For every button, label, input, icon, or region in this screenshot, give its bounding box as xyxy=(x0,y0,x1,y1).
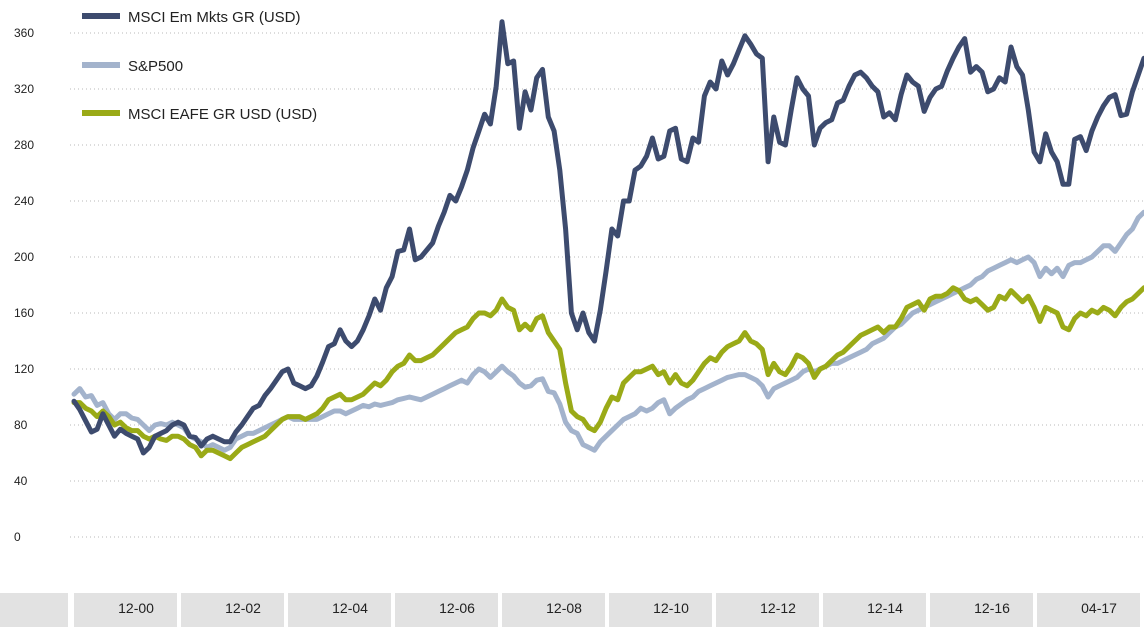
y-tick-label: 360 xyxy=(14,26,34,40)
legend-label: MSCI Em Mkts GR (USD) xyxy=(128,9,301,26)
x-axis-band xyxy=(181,593,284,627)
y-tick-label: 240 xyxy=(14,194,34,208)
series-line-2 xyxy=(71,285,1144,462)
y-axis-ticks: 0 40 80 120 160 200 240 280 320 360 xyxy=(14,26,34,544)
legend-label: S&P500 xyxy=(128,58,183,75)
x-tick-label: 12-00 xyxy=(118,600,154,616)
x-axis-band xyxy=(609,593,712,627)
x-axis-band xyxy=(930,593,1033,627)
x-tick-label: 04-17 xyxy=(1081,600,1117,616)
x-tick-label: 12-12 xyxy=(760,600,796,616)
series-line-1 xyxy=(71,209,1144,453)
legend-label: MSCI EAFE GR USD (USD) xyxy=(128,106,317,123)
y-tick-label: 280 xyxy=(14,138,34,152)
x-tick-label: 12-08 xyxy=(546,600,582,616)
x-axis-band-left xyxy=(0,593,68,627)
x-tick-label: 12-04 xyxy=(332,600,368,616)
x-axis-bar xyxy=(0,593,1140,627)
y-tick-label: 80 xyxy=(14,418,28,432)
y-tick-label: 120 xyxy=(14,362,34,376)
y-tick-label: 40 xyxy=(14,474,28,488)
legend: MSCI Em Mkts GR (USD) S&P500 MSCI EAFE GR … xyxy=(82,9,317,123)
x-axis-band xyxy=(395,593,498,627)
x-axis-band xyxy=(823,593,926,627)
x-axis-band xyxy=(716,593,819,627)
series-lines xyxy=(71,19,1144,462)
x-axis-ticks: 12-00 12-02 12-04 12-06 12-08 12-10 12-12 12-14… xyxy=(118,600,1117,616)
y-tick-label: 320 xyxy=(14,82,34,96)
x-axis-band xyxy=(74,593,177,627)
x-tick-label: 12-14 xyxy=(867,600,903,616)
x-tick-label: 12-16 xyxy=(974,600,1010,616)
y-tick-label: 200 xyxy=(14,250,34,264)
x-tick-label: 12-02 xyxy=(225,600,261,616)
x-tick-label: 12-06 xyxy=(439,600,475,616)
x-axis-band xyxy=(288,593,391,627)
y-tick-label: 160 xyxy=(14,306,34,320)
x-tick-label: 12-10 xyxy=(653,600,689,616)
x-axis-band xyxy=(502,593,605,627)
series-line-0 xyxy=(71,19,1144,456)
y-tick-label: 0 xyxy=(14,530,21,544)
x-axis-band xyxy=(1037,593,1140,627)
